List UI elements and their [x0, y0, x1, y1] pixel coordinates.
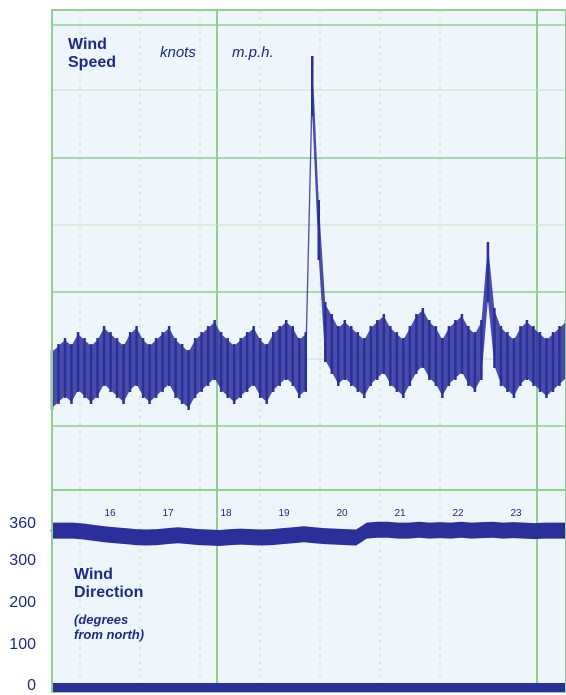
- x-tick-label: 17: [162, 508, 174, 519]
- wind-direction-point: [292, 534, 295, 537]
- wind-direction-point: [544, 529, 547, 532]
- wind-direction-point: [134, 536, 137, 539]
- wind-direction-point: [313, 534, 316, 537]
- wind-direction-point: [439, 529, 442, 532]
- wind-direction-point: [481, 529, 484, 532]
- wind-direction-point: [92, 531, 95, 534]
- wind-direction-point: [250, 536, 253, 539]
- speed-title-line2: Speed: [68, 54, 116, 72]
- wind-direction-point: [376, 528, 379, 531]
- wind-direction-baseline-trace: [52, 683, 566, 693]
- wind-direction-point: [491, 528, 494, 531]
- x-tick-label: 20: [336, 508, 348, 519]
- wind-direction-point: [176, 534, 179, 537]
- x-tick-label: 22: [452, 508, 464, 519]
- wind-direction-point: [113, 534, 116, 537]
- wind-direction-point: [281, 535, 284, 538]
- wind-direction-point: [218, 536, 221, 539]
- direction-subtitle-line2: from north): [74, 627, 144, 642]
- wind-direction-point: [229, 536, 232, 539]
- wind-direction-point: [302, 533, 305, 536]
- direction-subtitle: (degrees from north): [74, 612, 144, 642]
- unit-mph: m.p.h.: [232, 44, 274, 61]
- wind-direction-point: [145, 536, 148, 539]
- ytick-0: 0: [0, 677, 36, 695]
- wind-direction-point: [334, 535, 337, 538]
- direction-subtitle-line1: (degrees: [74, 612, 144, 627]
- wind-direction-point: [386, 528, 389, 531]
- wind-direction-point: [428, 529, 431, 532]
- wind-direction-point: [418, 528, 421, 531]
- ytick-200: 200: [0, 594, 36, 612]
- wind-direction-point: [512, 529, 515, 532]
- wind-direction-point: [82, 530, 85, 533]
- speed-title-line1: Wind: [68, 36, 116, 54]
- wind-direction-point: [323, 535, 326, 538]
- wind-direction-point: [71, 529, 74, 532]
- speed-title: Wind Speed: [68, 36, 116, 72]
- ytick-100: 100: [0, 636, 36, 654]
- wind-direction-point: [502, 529, 505, 532]
- wind-direction-point: [554, 529, 557, 532]
- wind-direction-point: [470, 529, 473, 532]
- wind-direction-point: [208, 536, 211, 539]
- wind-direction-point: [449, 529, 452, 532]
- wind-direction-point: [271, 536, 274, 539]
- x-tick-label: 19: [278, 508, 290, 519]
- wind-direction-point: [124, 535, 127, 538]
- direction-title-line1: Wind: [74, 566, 143, 584]
- wind-direction-point: [197, 536, 200, 539]
- x-tick-label: 16: [104, 508, 116, 519]
- wind-direction-point: [533, 530, 536, 533]
- wind-direction-point: [344, 536, 347, 539]
- ytick-300: 300: [0, 552, 36, 570]
- direction-title-line2: Direction: [74, 584, 143, 602]
- wind-direction-point: [155, 536, 158, 539]
- wind-direction-point: [397, 529, 400, 532]
- wind-direction-point: [407, 529, 410, 532]
- wind-direction-point: [523, 529, 526, 532]
- wind-direction-point: [61, 529, 64, 532]
- wind-direction-point: [187, 535, 190, 538]
- wind-direction-point: [166, 535, 169, 538]
- wind-direction-point: [460, 528, 463, 531]
- wind-direction-point: [355, 536, 358, 539]
- wind-direction-point: [260, 536, 263, 539]
- unit-knots: knots: [160, 44, 196, 61]
- ytick-360: 360: [0, 515, 36, 533]
- x-tick-label: 23: [510, 508, 522, 519]
- wind-direction-point: [365, 529, 368, 532]
- x-tick-label: 18: [220, 508, 232, 519]
- wind-direction-point: [239, 535, 242, 538]
- direction-title: Wind Direction: [74, 566, 143, 602]
- x-tick-label: 21: [394, 508, 406, 519]
- wind-direction-point: [103, 533, 106, 536]
